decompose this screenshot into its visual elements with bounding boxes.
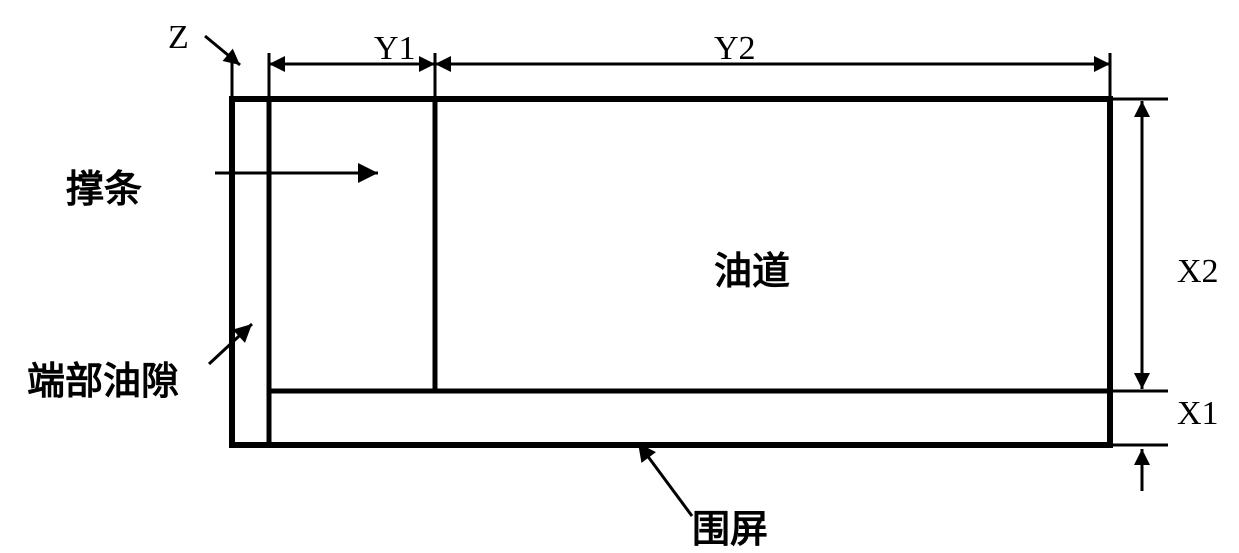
label-y1: Y1 — [374, 30, 416, 68]
label-barrier: 围屏 — [692, 498, 768, 553]
label-y2: Y2 — [714, 30, 756, 68]
label-x1: X1 — [1177, 395, 1219, 433]
diagram-svg — [0, 0, 1239, 552]
label-z: Z — [168, 19, 189, 57]
label-end-gap: 端部油隙 — [27, 350, 179, 405]
label-strut: 撑条 — [66, 158, 142, 213]
label-oil-duct: 油道 — [714, 240, 790, 295]
label-x2: X2 — [1177, 253, 1219, 291]
